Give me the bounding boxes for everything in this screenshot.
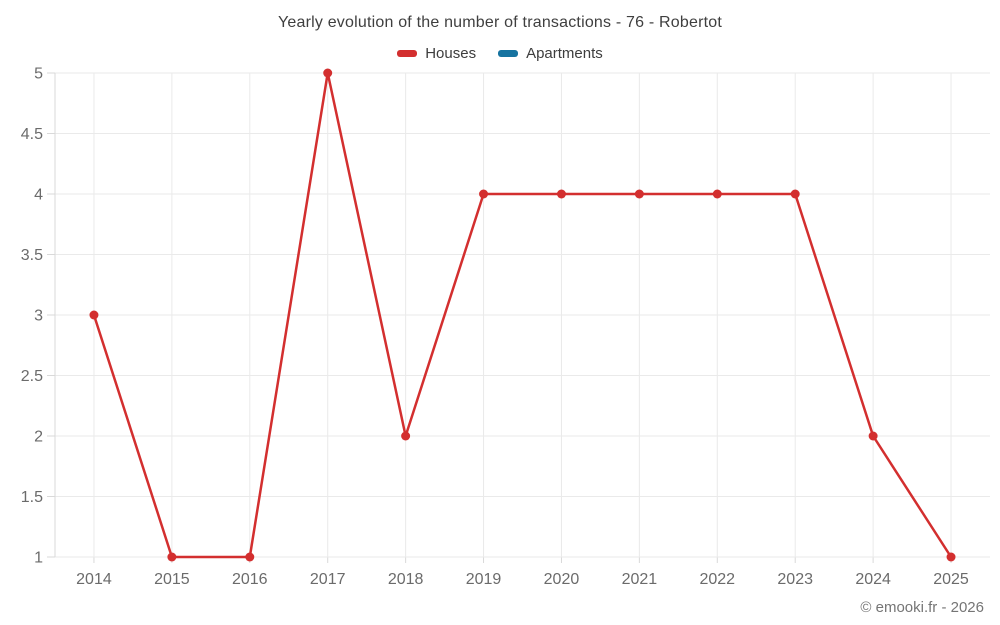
y-axis-label: 2.5 — [21, 368, 43, 385]
data-point-houses[interactable] — [401, 431, 411, 441]
data-point-houses[interactable] — [556, 189, 566, 199]
data-point-houses[interactable] — [634, 189, 644, 199]
data-point-houses[interactable] — [89, 310, 99, 320]
series-line-houses — [92, 71, 953, 559]
x-axis-label: 2017 — [310, 571, 346, 588]
x-axis-label: 2015 — [154, 571, 190, 588]
data-point-houses[interactable] — [868, 431, 878, 441]
y-axis-label: 1.5 — [21, 489, 43, 506]
data-point-houses[interactable] — [790, 189, 800, 199]
x-axis-label: 2022 — [699, 571, 735, 588]
y-axis-label: 1 — [34, 550, 43, 567]
y-axis-label: 3 — [34, 308, 43, 325]
houses-series-swatch — [397, 50, 418, 57]
chart-title: Yearly evolution of the number of transa… — [277, 14, 723, 31]
x-axis-label: 2023 — [777, 571, 813, 588]
legend-label-houses: Houses — [425, 45, 477, 62]
data-point-houses[interactable] — [323, 68, 333, 78]
y-axis-label: 5 — [34, 66, 43, 83]
data-point-houses[interactable] — [946, 552, 956, 562]
x-axis-label: 2025 — [933, 571, 969, 588]
x-axis-label: 2016 — [232, 571, 268, 588]
chart-legend: Houses Apartments — [0, 45, 1000, 62]
x-axis-label: 2020 — [544, 571, 580, 588]
copyright-credit[interactable]: © emooki.fr - 2026 — [860, 599, 984, 616]
y-axis-label: 4.5 — [21, 126, 43, 143]
x-axis-label: 2018 — [388, 571, 424, 588]
legend-label-apartments: Apartments — [526, 45, 603, 62]
apartments-series-swatch — [498, 50, 519, 57]
data-point-houses[interactable] — [167, 552, 177, 562]
y-axis-label: 3.5 — [21, 247, 43, 264]
x-axis-label: 2024 — [855, 571, 891, 588]
data-point-houses[interactable] — [245, 552, 255, 562]
x-axis-label: 2021 — [622, 571, 658, 588]
legend-item-apartments[interactable]: Apartments — [498, 45, 603, 62]
legend-item-houses[interactable]: Houses — [397, 45, 476, 62]
y-axis-label: 4 — [34, 187, 43, 204]
data-point-houses[interactable] — [479, 189, 489, 199]
x-axis-label: 2019 — [466, 571, 502, 588]
data-point-houses[interactable] — [712, 189, 722, 199]
x-axis-label: 2014 — [76, 571, 112, 588]
y-axis-label: 2 — [34, 429, 43, 446]
